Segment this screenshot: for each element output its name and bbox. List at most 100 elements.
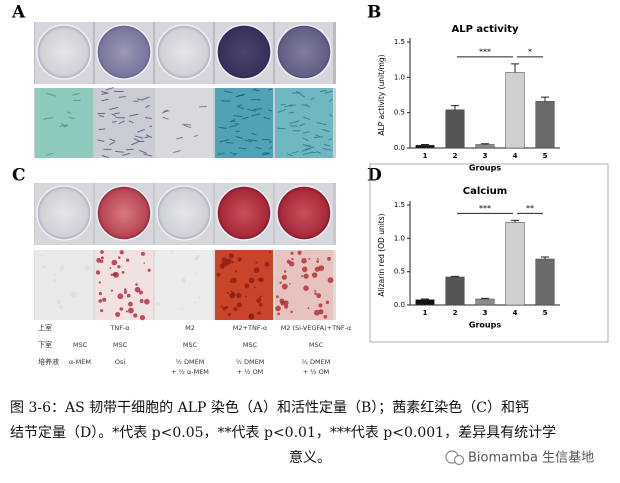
stain: [318, 303, 322, 307]
bar: [416, 300, 435, 305]
stain: [317, 258, 319, 260]
cell: + ½ OM: [237, 368, 264, 376]
stain: [230, 280, 232, 282]
stain: [245, 296, 247, 298]
stain: [237, 302, 242, 307]
stain: [314, 292, 317, 295]
stain: [301, 275, 303, 277]
error-bar: [451, 106, 459, 110]
stain: [244, 284, 249, 289]
cell: [150, 126, 152, 127]
stain: [111, 290, 113, 292]
stain: [182, 279, 186, 283]
stain: [312, 272, 317, 277]
stain: [135, 283, 138, 286]
caption-line: 意义。: [289, 449, 331, 466]
bar: [446, 277, 465, 305]
cell: [235, 124, 239, 125]
stain: [84, 265, 89, 270]
stain: [111, 273, 114, 276]
stain: [280, 282, 282, 284]
cell: + ½ OM: [303, 368, 330, 376]
stain: [290, 311, 292, 313]
x-tick-label: 3: [483, 152, 488, 160]
micrograph: [35, 250, 93, 320]
significance-label: **: [526, 204, 534, 213]
y-axis-label: ALP activity (unit/mg): [377, 54, 386, 135]
stain: [232, 261, 234, 263]
stain: [113, 272, 119, 278]
x-tick-label: 4: [513, 309, 518, 317]
cell: + ½ α-MEM: [171, 368, 209, 376]
cell: MSC: [73, 341, 88, 349]
stain: [124, 288, 127, 291]
stain: [236, 293, 241, 298]
stain: [135, 287, 141, 293]
cell: [221, 101, 226, 102]
error-bar: [511, 220, 519, 222]
stain: [102, 298, 106, 302]
x-tick-label: 1: [423, 309, 428, 317]
stain: [128, 308, 134, 314]
cell: MSC: [243, 341, 258, 349]
cell: ½ DMEM: [176, 358, 205, 366]
stain: [194, 302, 196, 304]
stain: [308, 258, 310, 260]
stain: [181, 308, 183, 310]
y-tick-label: 0.5: [394, 268, 405, 276]
bar: [506, 72, 525, 148]
stain: [195, 272, 197, 274]
micrograph: [155, 250, 213, 320]
stain: [327, 257, 331, 261]
stain: [59, 268, 62, 271]
stain: [140, 315, 145, 320]
photos: [34, 22, 336, 320]
stain: [225, 306, 228, 309]
significance-label: *: [528, 47, 532, 56]
stain: [100, 309, 103, 312]
cell: Osi: [115, 358, 126, 366]
stain: [303, 285, 309, 291]
stain: [43, 265, 47, 269]
stain: [249, 314, 254, 319]
stain: [231, 290, 233, 292]
stain: [99, 292, 102, 295]
stain: [289, 283, 291, 285]
stain: [120, 250, 124, 254]
stain: [301, 258, 307, 264]
y-tick-label: 0.5: [394, 109, 405, 117]
stain: [228, 313, 231, 316]
cell: [306, 146, 312, 147]
stain: [133, 313, 137, 317]
stain: [291, 258, 293, 260]
cell: MSC: [113, 341, 128, 349]
cell: ½ DMEM: [236, 358, 265, 366]
stain: [224, 262, 228, 266]
cell: MSC: [183, 341, 198, 349]
stain: [100, 260, 103, 263]
stain: [120, 307, 124, 311]
y-tick-label: 1.0: [394, 234, 405, 242]
y-tick-label: 1.5: [394, 201, 405, 209]
bar: [446, 110, 465, 148]
stain: [326, 301, 329, 304]
dish: [277, 25, 331, 79]
y-axis-label: Alizarin red (OD units): [377, 213, 386, 296]
stain: [171, 250, 175, 254]
stain: [216, 273, 220, 277]
cell: [114, 113, 119, 114]
stain: [275, 306, 281, 312]
stain: [328, 277, 334, 283]
stain: [40, 253, 43, 256]
stain: [277, 312, 280, 315]
stain: [144, 299, 150, 305]
x-tick-label: 1: [423, 152, 428, 160]
stain: [298, 251, 302, 255]
bar: [476, 299, 495, 305]
x-axis-label: Groups: [469, 321, 501, 330]
stain: [289, 261, 294, 266]
stain: [238, 258, 242, 262]
stain: [257, 311, 260, 314]
cell: M2: [185, 324, 195, 332]
